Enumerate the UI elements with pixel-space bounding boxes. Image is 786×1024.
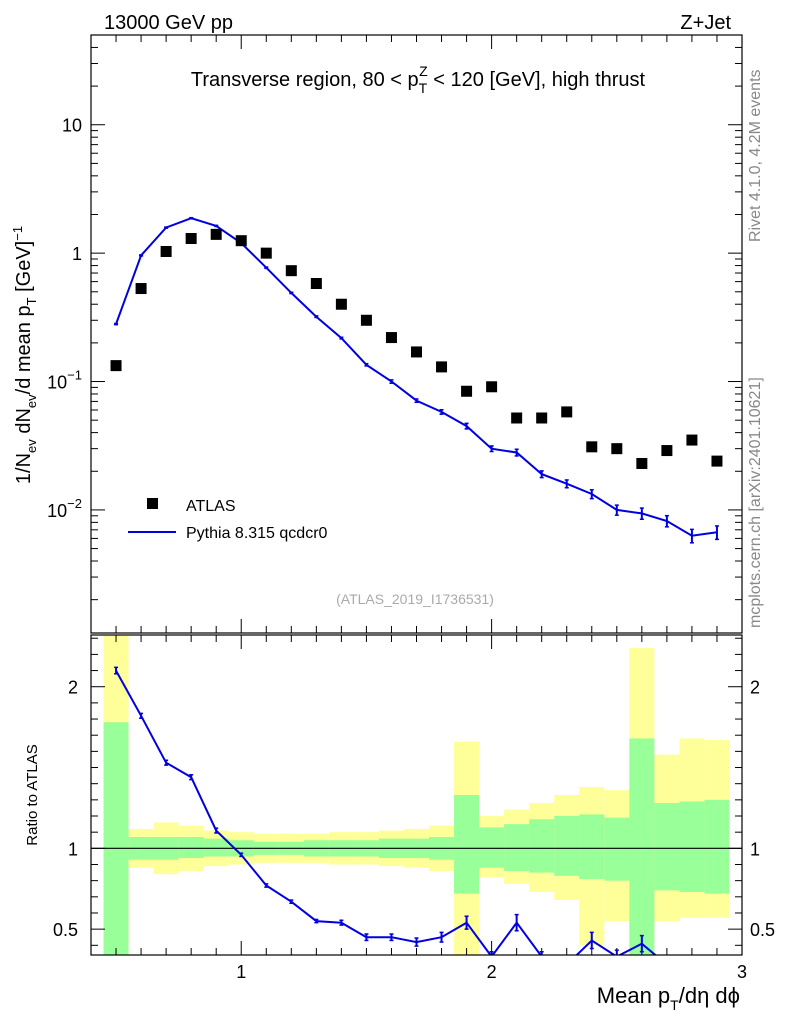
legend: ATLAS Pythia 8.315 qcdcr0 [128,498,328,542]
atlas-point [285,265,297,277]
atlas-point [185,233,197,245]
x-tick-label: 2 [487,962,497,982]
y-axis-label: 1/Nev dNev/d mean pT [GeV]−1 [10,226,39,484]
atlas-point [586,441,598,453]
ratio-band-inner [529,819,555,873]
ratio-y-tick-label: 0.5 [53,920,78,940]
legend-atlas-label: ATLAS [186,498,236,515]
x-tick-label: 3 [737,962,747,982]
header-left-label: 13000 GeV pp [104,12,233,34]
ratio-y-tick-label: 1 [68,839,78,859]
atlas-point [486,381,498,393]
atlas-point [310,278,322,290]
main-frame [90,34,743,634]
atlas-point [360,314,372,326]
watermark: (ATLAS_2019_I1736531) [336,591,494,607]
ratio-band-inner [679,801,705,892]
ratio-band-inner [203,838,229,857]
ratio-band-inner [103,722,129,955]
plot-title: Transverse region, 80 < pTZ < 120 [GeV],… [191,63,646,96]
atlas-point [135,283,147,295]
rivet-label: Rivet 4.1.0, 4.2M events [747,69,764,242]
atlas-point [335,298,347,310]
ratio-y-tick-label: 2 [68,678,78,698]
ratio-y-tick-label-right: 0.5 [750,920,775,940]
y-tick-label: 1 [72,244,82,264]
atlas-point [160,245,172,257]
ratio-band-inner [629,738,655,955]
ratio-band-inner [654,803,680,891]
atlas-point [210,228,222,240]
x-tick-label: 1 [236,962,246,982]
ratio-band-inner [704,799,730,894]
ratio-y-axis-label: Ratio to ATLAS [24,744,41,845]
ratio-band-inner [454,795,480,894]
legend-atlas-marker [147,498,158,509]
atlas-point [260,247,272,259]
y-tick-label: 10−1 [47,368,82,393]
atlas-point [461,385,473,397]
x-axis-label: Mean pT/dη dϕ [597,983,740,1013]
header-right-label: Z+Jet [680,12,731,34]
atlas-point [611,443,623,455]
atlas-point [711,455,723,467]
atlas-point [235,235,247,247]
ratio-band-inner [479,827,505,868]
atlas-point [686,434,698,446]
atlas-point [411,346,422,358]
ratio-frame [90,634,743,956]
ratio-panel: 1 2 3 0.5 0.5 1 1 2 2 Ratio to ATLAS [24,634,775,982]
ratio-y-tick-label-right: 2 [750,678,760,698]
atlas-point [661,445,673,457]
mcplots-label: mcplots.cern.ch [arXiv:2401.10621] [747,377,764,628]
atlas-point [536,412,548,424]
y-tick-label: 10−2 [47,496,82,521]
pythia-line [115,217,718,537]
atlas-point [385,332,397,344]
main-panel: Transverse region, 80 < pTZ < 120 [GeV],… [10,34,743,634]
atlas-point [436,361,448,373]
ratio-band-inner [554,816,580,876]
ratio-y-tick-label-right: 1 [750,839,760,859]
atlas-point [110,360,122,372]
atlas-point [511,412,523,424]
atlas-point [636,457,648,469]
ratio-band-inner [178,837,204,859]
ratio-band-inner [604,817,630,881]
ratio-band-inner [579,814,605,880]
ratio-band-inner [504,824,530,871]
ratio-series [114,666,657,955]
legend-pythia-label: Pythia 8.315 qcdcr0 [186,525,328,542]
atlas-point [561,406,573,418]
y-tick-label: 10 [62,116,82,136]
